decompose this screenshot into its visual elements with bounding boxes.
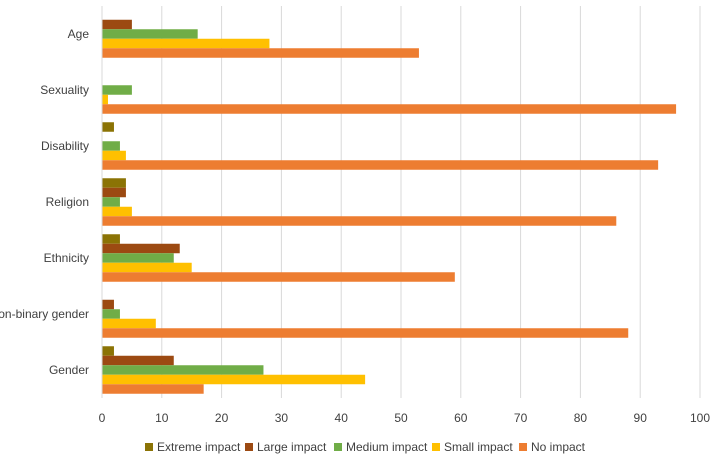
legend-label: Small impact	[444, 440, 513, 454]
bar	[102, 253, 174, 263]
bar	[102, 94, 108, 105]
x-tick-labels: 0 10 20 30 40 50 60 70 80 90 100	[99, 411, 711, 425]
bars	[102, 19, 677, 394]
x-tick-label: 60	[454, 411, 468, 425]
bar	[102, 122, 114, 132]
legend-label: Medium impact	[346, 440, 428, 454]
x-tick-label: 40	[335, 411, 349, 425]
bar	[102, 328, 629, 338]
legend-swatch	[519, 443, 527, 451]
x-tick-label: 80	[574, 411, 588, 425]
bar	[102, 206, 132, 217]
x-tick-label: 30	[275, 411, 289, 425]
x-tick-label: 70	[514, 411, 528, 425]
bar	[102, 355, 174, 366]
bar	[102, 48, 419, 58]
category-label: Gender	[49, 363, 89, 377]
category-label: Non-binary gender	[0, 307, 89, 321]
legend-swatch	[334, 443, 342, 451]
bar	[102, 309, 120, 319]
category-label: Sexuality	[40, 83, 89, 97]
x-tick-label: 90	[634, 411, 648, 425]
bar	[102, 318, 156, 329]
x-tick-label: 20	[215, 411, 229, 425]
bar	[102, 365, 264, 375]
legend-swatch	[432, 443, 440, 451]
bar	[102, 272, 455, 282]
bar	[102, 187, 126, 198]
category-labels: Age Sexuality Disability Religion Ethnicity N…	[0, 27, 89, 377]
bar	[102, 384, 204, 394]
category-label: Ethnicity	[44, 251, 89, 265]
category-label: Age	[68, 27, 90, 41]
category-label: Religion	[46, 195, 89, 209]
legend-label: No impact	[531, 440, 586, 454]
bar	[102, 141, 120, 151]
bar	[102, 197, 120, 207]
legend-label: Large impact	[257, 440, 327, 454]
category-label: Disability	[41, 139, 89, 153]
legend-swatch	[145, 443, 153, 451]
x-tick-label: 50	[394, 411, 408, 425]
gridlines	[161, 6, 701, 398]
legend-swatch	[245, 443, 253, 451]
bar	[102, 150, 126, 161]
x-tick-label: 100	[690, 411, 710, 425]
bar	[102, 234, 120, 244]
bar	[102, 262, 192, 273]
bar	[102, 19, 132, 30]
bar	[102, 243, 180, 254]
bar	[102, 216, 617, 226]
legend: Extreme impact Large impact Medium impact S…	[145, 440, 586, 454]
bar	[102, 178, 126, 188]
bar	[102, 38, 270, 49]
bar	[102, 104, 677, 114]
bar	[102, 29, 198, 39]
x-tick-label: 0	[99, 411, 106, 425]
bar	[102, 346, 114, 356]
bar	[102, 85, 132, 95]
bar	[102, 299, 114, 310]
x-tick-label: 10	[155, 411, 169, 425]
bar	[102, 160, 659, 170]
legend-label: Extreme impact	[157, 440, 241, 454]
bar	[102, 374, 366, 385]
